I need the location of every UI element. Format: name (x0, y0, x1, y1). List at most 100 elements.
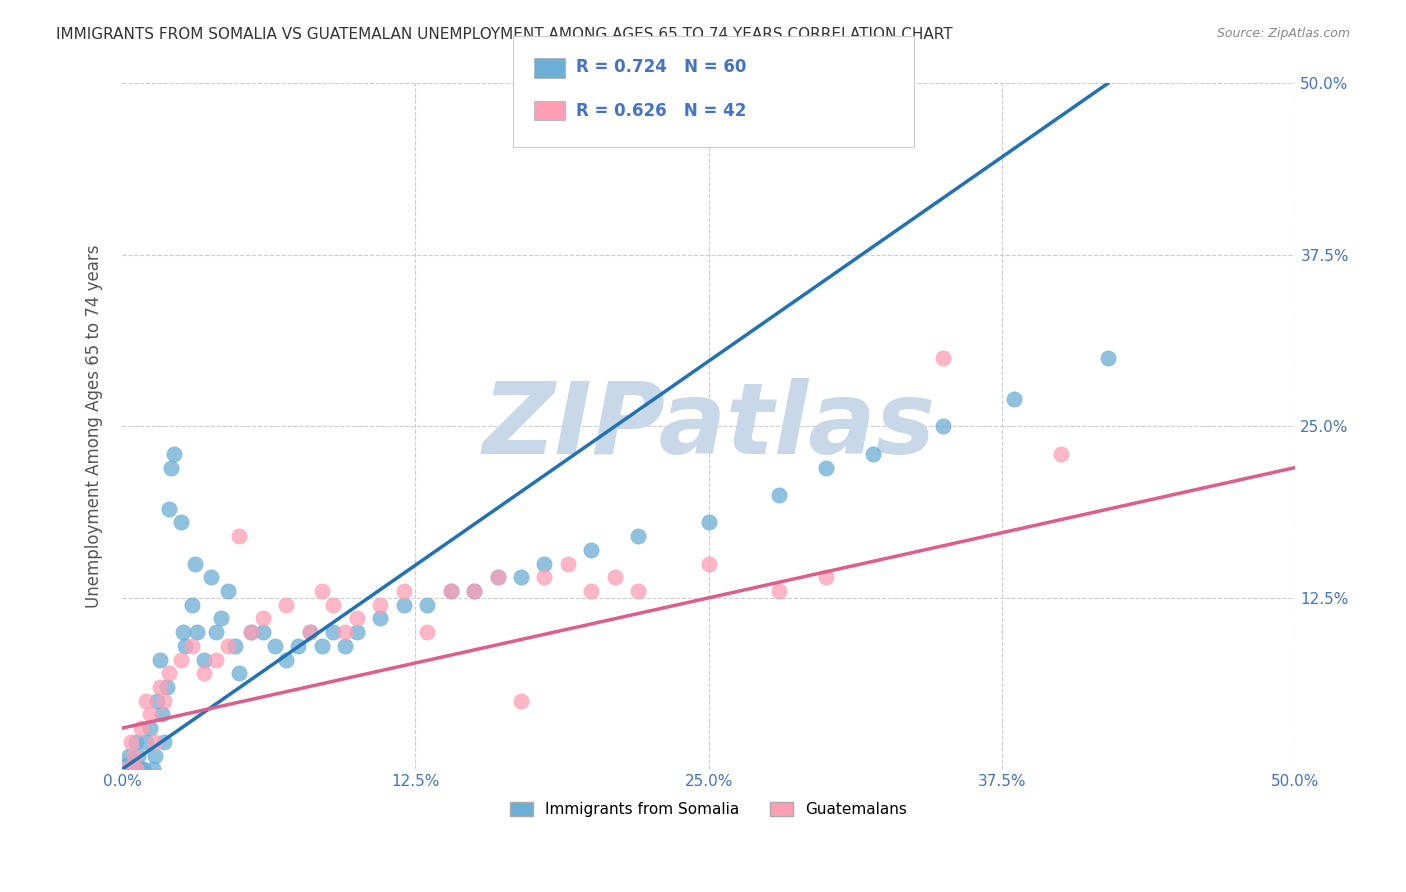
Point (333, 625, 356, 640)
Point (157, 501, 180, 516)
Point (581, 584, 603, 599)
Point (333, 639, 356, 653)
Point (368, 598, 391, 612)
Point (129, 762, 152, 776)
Point (815, 460, 838, 475)
Point (149, 652, 172, 666)
Point (697, 516, 720, 530)
Point (156, 680, 179, 694)
Point (298, 625, 321, 640)
Point (170, 516, 193, 530)
Point (122, 748, 145, 763)
Point (129, 721, 152, 735)
Point (122, 762, 145, 776)
Point (392, 584, 415, 599)
Point (510, 570, 533, 584)
Point (768, 488, 790, 502)
Point (368, 611, 391, 625)
Point (263, 639, 285, 653)
Point (322, 625, 344, 640)
Point (115, 758, 138, 772)
Point (153, 694, 176, 708)
Legend: Immigrants from Somalia, Guatemalans: Immigrants from Somalia, Guatemalans (505, 796, 914, 823)
Point (439, 584, 461, 599)
Point (287, 639, 309, 653)
Point (298, 625, 321, 640)
Point (346, 611, 368, 625)
Point (252, 625, 274, 640)
Point (1002, 392, 1025, 406)
Point (120, 735, 142, 749)
Text: R = 0.724   N = 60: R = 0.724 N = 60 (576, 58, 747, 76)
Point (276, 598, 298, 612)
Point (815, 570, 838, 584)
Point (200, 570, 222, 584)
Text: R = 0.626   N = 42: R = 0.626 N = 42 (576, 102, 747, 120)
Point (557, 557, 579, 571)
Point (510, 694, 533, 708)
Point (311, 584, 333, 599)
Point (205, 625, 228, 640)
Point (486, 570, 509, 584)
Text: IMMIGRANTS FROM SOMALIA VS GUATEMALAN UNEMPLOYMENT AMONG AGES 65 TO 74 YEARS COR: IMMIGRANTS FROM SOMALIA VS GUATEMALAN UN… (56, 27, 953, 42)
Point (149, 680, 172, 694)
Point (153, 735, 176, 749)
Point (439, 584, 461, 599)
Point (193, 666, 215, 681)
Point (252, 611, 274, 625)
Point (143, 748, 166, 763)
Point (193, 652, 215, 666)
Point (132, 762, 155, 776)
Point (142, 762, 165, 776)
Point (392, 598, 415, 612)
Point (463, 584, 485, 599)
Point (240, 625, 263, 640)
Point (581, 542, 603, 557)
Point (217, 584, 239, 599)
Point (627, 584, 650, 599)
Point (127, 748, 149, 763)
Point (224, 639, 246, 653)
Point (276, 652, 298, 666)
Point (603, 570, 626, 584)
Point (311, 639, 333, 653)
Point (416, 598, 439, 612)
Point (150, 707, 173, 722)
Point (697, 557, 720, 571)
Point (209, 611, 232, 625)
Point (134, 694, 156, 708)
Point (172, 625, 194, 640)
Point (932, 419, 955, 434)
Point (416, 625, 439, 640)
Point (125, 735, 148, 749)
Point (139, 721, 162, 735)
Point (1097, 351, 1119, 365)
Point (134, 735, 156, 749)
Point (228, 529, 250, 543)
Point (463, 584, 485, 599)
Text: ZIPatlas: ZIPatlas (482, 378, 935, 475)
Point (118, 748, 141, 763)
Point (1049, 447, 1071, 461)
Point (862, 447, 884, 461)
Point (533, 570, 555, 584)
Point (163, 447, 186, 461)
Point (125, 762, 148, 776)
Point (228, 666, 250, 681)
Point (768, 584, 790, 599)
Point (115, 762, 138, 776)
Point (184, 557, 207, 571)
Point (240, 625, 263, 640)
Text: Source: ZipAtlas.com: Source: ZipAtlas.com (1216, 27, 1350, 40)
Point (186, 625, 208, 640)
Point (627, 529, 650, 543)
Point (170, 652, 193, 666)
Point (174, 639, 197, 653)
Point (533, 557, 555, 571)
Point (205, 652, 228, 666)
Point (346, 625, 368, 640)
Y-axis label: Unemployment Among Ages 65 to 74 years: Unemployment Among Ages 65 to 74 years (86, 244, 103, 608)
Point (181, 639, 204, 653)
Point (160, 460, 183, 475)
Point (157, 666, 180, 681)
